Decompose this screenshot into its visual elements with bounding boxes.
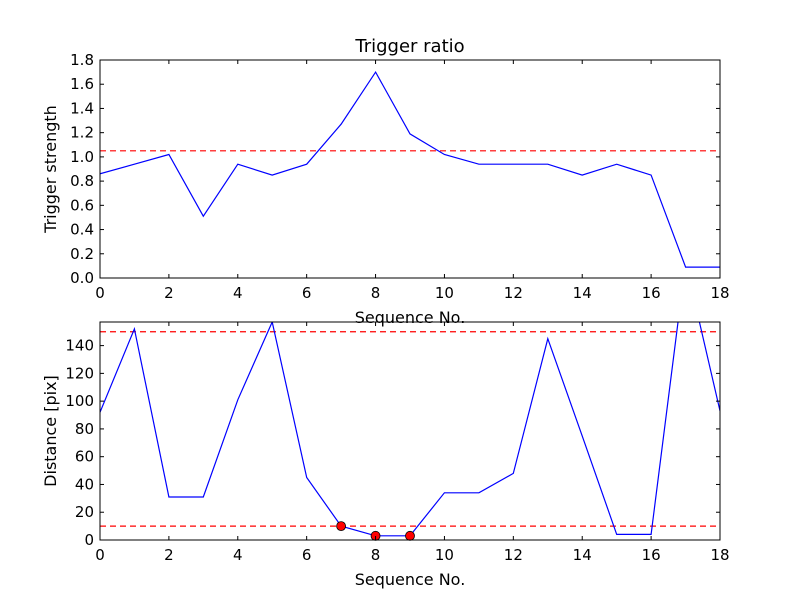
x-tick-label: 8 bbox=[371, 284, 381, 302]
axes-frame bbox=[99, 59, 721, 279]
y-tick-label: 1.6 bbox=[70, 75, 94, 93]
y-tick-label: 40 bbox=[75, 475, 94, 493]
data-point-marker bbox=[336, 521, 347, 532]
x-tick-label: 12 bbox=[504, 546, 523, 564]
x-tick-label: 10 bbox=[435, 546, 454, 564]
x-tick-label: 12 bbox=[504, 284, 523, 302]
plot-area bbox=[100, 322, 720, 537]
x-tick-label: 0 bbox=[95, 546, 105, 564]
series-line bbox=[100, 322, 720, 537]
x-tick-label: 16 bbox=[642, 546, 661, 564]
data-point-marker bbox=[405, 530, 415, 541]
x-tick-label: 2 bbox=[164, 546, 174, 564]
y-tick-label: 80 bbox=[75, 420, 94, 438]
x-tick-label: 6 bbox=[302, 284, 312, 302]
y-tick-label: 0.8 bbox=[70, 172, 94, 190]
plot-area bbox=[100, 70, 720, 268]
y-tick-label: 20 bbox=[75, 503, 94, 521]
x-tick-label: 0 bbox=[95, 284, 105, 302]
y-tick-label: 0.4 bbox=[70, 221, 94, 239]
x-tick-label: 8 bbox=[371, 546, 381, 564]
x-tick-label: 4 bbox=[233, 284, 243, 302]
y-axis-label: Trigger strength bbox=[41, 105, 60, 234]
y-tick-label: 0.6 bbox=[70, 196, 94, 214]
plot-2: 0 2 4 6 8 10 12 14 16 18 0 20 40 60 80 100 120 140 Sequenc… bbox=[41, 321, 730, 589]
x-tick-label: 16 bbox=[642, 284, 661, 302]
x-tick-label: 14 bbox=[573, 284, 592, 302]
chart-title: Trigger ratio bbox=[354, 36, 464, 57]
x-tick-label: 2 bbox=[164, 284, 174, 302]
x-tick-label: 18 bbox=[710, 546, 729, 564]
y-tick-label: 0.0 bbox=[70, 269, 94, 287]
x-tick-label: 14 bbox=[573, 546, 592, 564]
x-tick-label: 10 bbox=[435, 284, 454, 302]
plot-1: 0 2 4 6 8 10 12 14 16 18 0.0 0.2 0.4 0.6 0.8 1.0 1.2 1.4 1… bbox=[41, 36, 730, 327]
x-tick-label: 6 bbox=[302, 546, 312, 564]
y-tick-label: 1.8 bbox=[70, 51, 94, 69]
x-tick-label: 4 bbox=[233, 546, 243, 564]
y-tick-label: 0.2 bbox=[70, 245, 94, 263]
series-line bbox=[100, 70, 720, 268]
y-tick-label: 60 bbox=[75, 448, 94, 466]
y-tick-label: 1.2 bbox=[70, 124, 94, 142]
y-tick-label: 140 bbox=[65, 337, 94, 355]
y-tick-label: 0 bbox=[84, 531, 94, 549]
x-axis-label: Sequence No. bbox=[355, 308, 466, 327]
y-axis-label: Distance [pix] bbox=[41, 375, 60, 487]
x-tick-label: 18 bbox=[710, 284, 729, 302]
x-axis-label: Sequence No. bbox=[355, 570, 466, 589]
y-tick-label: 120 bbox=[65, 364, 94, 382]
y-tick-label: 100 bbox=[65, 392, 94, 410]
axes-frame bbox=[99, 321, 721, 541]
y-tick-label: 1.0 bbox=[70, 148, 94, 166]
y-tick-label: 1.4 bbox=[70, 99, 94, 117]
